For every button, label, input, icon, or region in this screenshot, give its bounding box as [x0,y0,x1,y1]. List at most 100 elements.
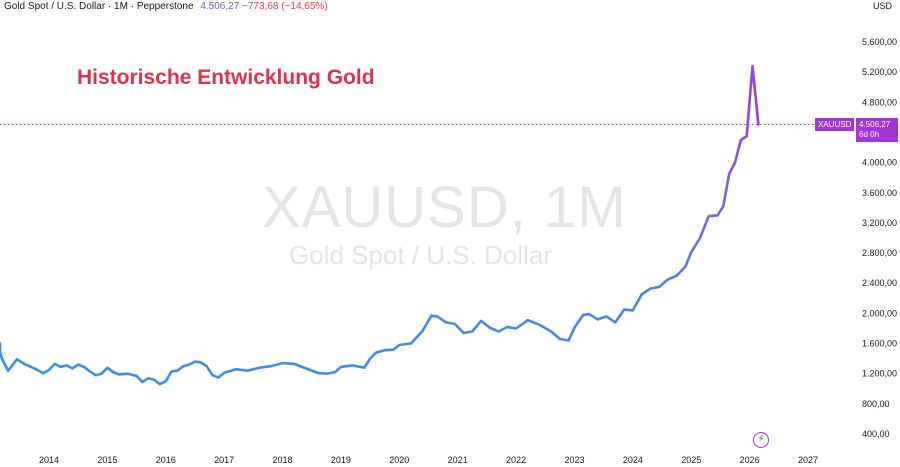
y-axis: 400,00 800,00 1.200,00 1.600,00 2.000,00 2.40… [862,37,897,439]
data-point [430,315,432,317]
data-point [66,364,68,366]
x-tick-label: 2023 [564,455,584,465]
data-point [752,65,754,67]
data-point [159,383,161,385]
data-point [340,366,342,368]
data-point [317,372,319,374]
x-tick-label: 2026 [740,455,760,465]
data-point [606,315,608,317]
last-price-value: 4.506,27 [859,120,891,129]
y-tick-label: 3.600,00 [862,188,897,198]
chart-header: Gold Spot / U.S. Dollar · 1M · Peppersto… [4,1,328,12]
data-point [728,173,730,175]
data-point [16,358,18,360]
y-tick-label: 2.800,00 [862,248,897,258]
data-point [746,135,748,137]
currency-label[interactable]: USD [872,1,892,11]
y-tick-label: 400,00 [862,429,890,439]
data-point [740,139,742,141]
data-point [574,327,576,329]
data-point [83,366,85,368]
data-point [559,338,561,340]
y-tick-label: 4.000,00 [862,158,897,168]
x-tick-label: 2020 [389,455,409,465]
data-point [217,377,219,379]
data-point [188,364,190,366]
y-tick-label: 2.000,00 [862,308,897,318]
data-point [550,331,552,333]
data-point [597,318,599,320]
data-point [699,237,701,239]
data-point [684,266,686,268]
symbol-description: Gold Spot / U.S. Dollar · 1M · Peppersto… [4,1,194,12]
y-tick-label: 5.200,00 [862,67,897,77]
data-point [206,365,208,367]
symbol-price-tag: XAUUSD [815,118,855,131]
data-point [410,343,412,345]
data-point [147,377,149,379]
x-axis: 2014 2015 2016 2017 2018 2019 2020 2021 2022 2023… [39,455,818,465]
bar-countdown: 6d 0h [859,130,880,139]
data-point [614,321,616,323]
data-point [676,275,678,277]
header-change: −773,68 (−14,65%) [242,1,328,12]
data-point [127,373,129,375]
data-point [247,370,249,372]
data-point [153,379,155,381]
lightning-icon[interactable]: ⚡ [753,432,769,448]
data-point [641,294,643,296]
data-point [623,309,625,311]
data-point [182,365,184,367]
data-point [212,374,214,376]
data-point [375,352,377,354]
x-tick-label: 2014 [39,455,59,465]
data-point [95,374,97,376]
data-point [42,372,44,374]
x-tick-label: 2021 [448,455,468,465]
data-point [708,215,710,217]
data-point [101,373,103,375]
data-point [632,309,634,311]
y-tick-label: 5.600,00 [862,37,897,47]
data-point [352,364,354,366]
data-point [141,381,143,383]
data-point [658,286,660,288]
data-point [667,279,669,281]
watermark-description: Gold Spot / U.S. Dollar [289,240,552,270]
data-point [33,367,35,369]
data-point [454,323,456,325]
data-point [258,367,260,369]
data-point [89,370,91,372]
data-point [588,313,590,315]
data-point [722,205,724,207]
x-tick-label: 2025 [681,455,701,465]
data-point [77,364,79,366]
data-point [463,332,465,334]
x-tick-label: 2017 [214,455,234,465]
data-point [282,362,284,364]
x-tick-label: 2024 [623,455,643,465]
y-tick-label: 3.200,00 [862,218,897,228]
data-point [293,363,295,365]
data-point [334,371,336,373]
data-point [194,361,196,363]
data-point [325,373,327,375]
x-tick-label: 2018 [273,455,293,465]
data-point [48,369,50,371]
data-point [176,370,178,372]
x-tick-label: 2016 [156,455,176,465]
data-point [235,368,237,370]
chart-annotation-title[interactable]: Historische Entwicklung Gold [77,66,375,89]
x-tick-label: 2022 [506,455,526,465]
watermark-symbol: XAUUSD, 1M [262,175,627,240]
data-point [506,326,508,328]
data-point [393,349,395,351]
data-point [582,314,584,316]
data-point [422,330,424,332]
data-point [384,349,386,351]
data-point [489,327,491,329]
data-point [305,367,307,369]
data-point [270,365,272,367]
y-tick-label: 800,00 [862,399,890,409]
